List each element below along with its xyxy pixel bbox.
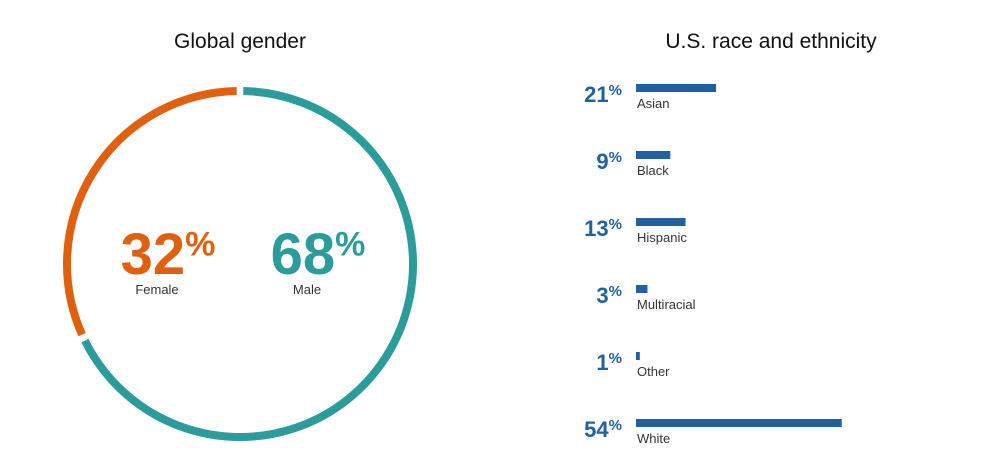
value-label: 32% bbox=[121, 222, 216, 287]
value-label: 1% bbox=[596, 350, 622, 375]
category-label: Multiracial bbox=[637, 297, 696, 312]
donut-segment bbox=[81, 87, 417, 441]
value-label: 9% bbox=[596, 149, 622, 174]
category-label: Hispanic bbox=[637, 230, 687, 245]
chart-title: Global gender bbox=[174, 30, 306, 53]
category-label: Female bbox=[135, 282, 178, 297]
chart-title: U.S. race and ethnicity bbox=[665, 30, 877, 53]
bar bbox=[636, 285, 648, 293]
category-label: Male bbox=[293, 282, 321, 297]
value-label: 13% bbox=[584, 216, 622, 241]
category-label: Black bbox=[637, 163, 669, 178]
value-label: 54% bbox=[584, 417, 622, 442]
donut-segment bbox=[63, 87, 237, 337]
bar bbox=[636, 352, 640, 360]
bar bbox=[636, 419, 842, 427]
bar bbox=[636, 151, 671, 159]
value-label: 21% bbox=[584, 82, 622, 107]
value-label: 3% bbox=[596, 283, 622, 308]
category-label: Asian bbox=[637, 96, 670, 111]
bar bbox=[636, 218, 686, 226]
bar bbox=[636, 84, 717, 92]
value-label: 68% bbox=[271, 222, 366, 287]
category-label: Other bbox=[637, 364, 670, 379]
category-label: White bbox=[637, 431, 670, 446]
